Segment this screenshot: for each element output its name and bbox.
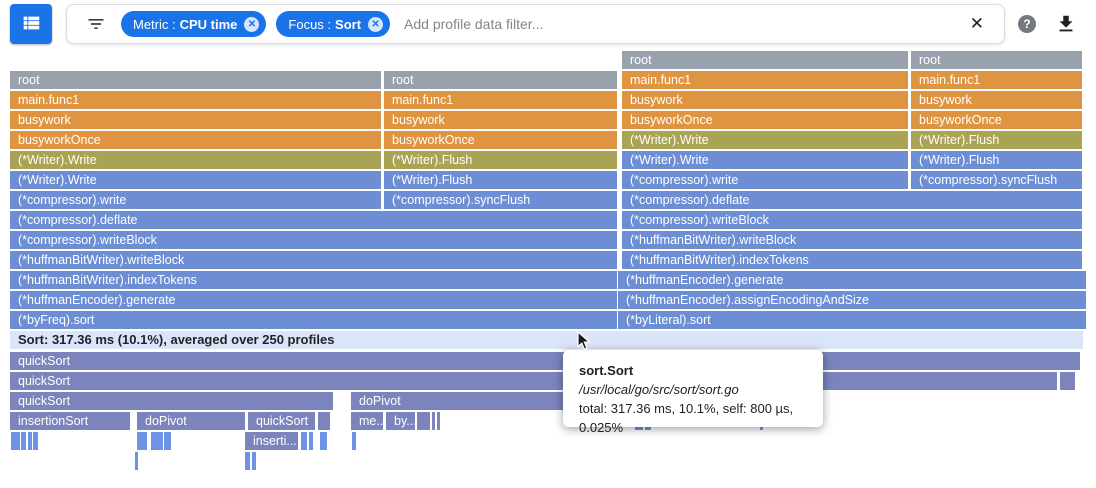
filter-bar[interactable]: Metric :CPU time ✕ Focus :Sort ✕ ✕ — [66, 4, 1005, 44]
flame-frame[interactable]: me... — [351, 412, 383, 430]
flame-frame[interactable]: (*compressor).syncFlush — [384, 191, 617, 209]
flame-frame[interactable]: (*compressor).write — [622, 171, 908, 189]
flame-frame[interactable]: quickSort — [248, 412, 315, 430]
flame-fragment[interactable] — [164, 432, 171, 450]
flame-frame[interactable]: quickSort — [10, 372, 1057, 390]
flame-frame[interactable]: (*Writer).Flush — [911, 131, 1082, 149]
flame-fragment[interactable] — [21, 432, 26, 450]
flame-fragment[interactable] — [437, 412, 440, 430]
flame-frame[interactable]: quickSort — [10, 352, 1080, 370]
flame-fragment[interactable] — [320, 432, 327, 450]
flame-fragment[interactable] — [151, 432, 163, 450]
chip-label: Metric : — [133, 16, 176, 32]
flame-frame[interactable]: (*compressor).writeBlock — [622, 211, 1082, 229]
flame-frame[interactable]: (*huffmanBitWriter).indexTokens — [622, 251, 1082, 269]
flame-frame[interactable]: (*Writer).Flush — [384, 171, 617, 189]
chip-remove-icon[interactable]: ✕ — [368, 16, 384, 32]
flame-frame[interactable]: (*compressor).writeBlock — [10, 231, 617, 249]
flame-frame[interactable]: (*byFreq).sort — [10, 311, 617, 329]
flame-frame[interactable]: (*huffmanBitWriter).writeBlock — [10, 251, 617, 269]
filter-input[interactable] — [402, 15, 964, 33]
flame-frame[interactable]: busyworkOnce — [384, 131, 617, 149]
flame-frame[interactable]: (*Writer).Flush — [384, 151, 617, 169]
view-list-button[interactable] — [10, 4, 52, 44]
flame-frame[interactable]: (*Writer).Flush — [911, 151, 1082, 169]
tooltip-stats: total: 317.36 ms, 10.1%, self: 800 µs, 0… — [579, 401, 794, 435]
filter-chip[interactable]: Metric : CPU time ✕ — [121, 11, 267, 37]
flame-frame[interactable]: doPivot — [137, 412, 245, 430]
flame-fragment[interactable] — [28, 432, 32, 450]
flame-frame[interactable]: (*Writer).Write — [622, 151, 908, 169]
flame-frame[interactable]: busywork — [384, 111, 617, 129]
toolbar: Metric :CPU time ✕ Focus :Sort ✕ ✕ ? — [0, 0, 1096, 48]
flame-fragment[interactable] — [135, 452, 138, 470]
flame-frame[interactable]: (*huffmanEncoder).generate — [10, 291, 617, 309]
flame-fragment[interactable] — [352, 432, 356, 450]
flame-frame[interactable]: (*byLiteral).sort — [618, 311, 1086, 329]
flame-frame[interactable]: main.func1 — [622, 71, 908, 89]
tooltip: sort.Sort /usr/local/go/src/sort/sort.go… — [563, 350, 823, 435]
flame-frame[interactable]: root — [622, 51, 908, 69]
flame-frame[interactable]: (*compressor).deflate — [622, 191, 1082, 209]
clear-filters-icon[interactable]: ✕ — [969, 14, 984, 33]
help-icon[interactable]: ? — [1018, 15, 1036, 33]
flame-frame[interactable]: (*huffmanEncoder).generate — [618, 271, 1086, 289]
flame-fragment[interactable] — [137, 432, 147, 450]
flame-frame[interactable]: busywork — [10, 111, 381, 129]
flame-frame[interactable]: (*compressor).syncFlush — [911, 171, 1082, 189]
flame-frame[interactable]: (*compressor).deflate — [10, 211, 617, 229]
flame-fragment[interactable] — [11, 432, 20, 450]
flame-fragment[interactable] — [252, 452, 256, 470]
flame-frame[interactable]: insertionSort — [10, 412, 130, 430]
flame-fragment[interactable] — [432, 412, 435, 430]
flame-fragment[interactable] — [318, 412, 330, 430]
flame-fragment[interactable] — [33, 432, 38, 450]
flame-fragment[interactable] — [309, 432, 313, 450]
filter-list-icon — [86, 14, 106, 34]
download-icon[interactable] — [1055, 13, 1077, 35]
flame-fragment[interactable] — [301, 432, 307, 450]
flame-fragment[interactable] — [245, 452, 250, 470]
flame-frame[interactable]: root — [911, 51, 1082, 69]
flame-frame[interactable]: main.func1 — [911, 71, 1082, 89]
flame-frame[interactable]: by... — [386, 412, 415, 430]
flame-fragment[interactable] — [417, 412, 430, 430]
tooltip-function-name: sort.Sort — [579, 363, 634, 378]
flame-fragment[interactable] — [1060, 372, 1075, 390]
flame-frame[interactable]: root — [384, 71, 617, 89]
chip-remove-icon[interactable]: ✕ — [244, 16, 260, 32]
filter-chips: Metric : CPU time ✕ Focus : Sort ✕ — [121, 11, 391, 37]
view-list-icon — [20, 12, 42, 37]
tooltip-source-path: /usr/local/go/src/sort/sort.go — [579, 382, 739, 397]
focus-row[interactable]: Sort: 317.36 ms (10.1%), averaged over 2… — [10, 331, 1083, 349]
flame-frame[interactable]: busywork — [622, 91, 908, 109]
flame-frame[interactable]: main.func1 — [10, 91, 381, 109]
flame-frame[interactable]: (*compressor).write — [10, 191, 381, 209]
flame-frame[interactable]: root — [10, 71, 381, 89]
flame-frame[interactable]: (*Writer).Write — [622, 131, 908, 149]
flame-frame[interactable]: (*Writer).Write — [10, 151, 381, 169]
flame-frame[interactable]: (*huffmanBitWriter).indexTokens — [10, 271, 617, 289]
flame-frame[interactable]: (*Writer).Write — [10, 171, 381, 189]
flame-frame[interactable]: busyworkOnce — [10, 131, 381, 149]
filter-chip[interactable]: Focus : Sort ✕ — [276, 11, 391, 37]
chip-value: Sort — [335, 16, 362, 32]
flame-frame[interactable]: quickSort — [10, 392, 333, 410]
flame-frame[interactable]: (*huffmanBitWriter).writeBlock — [622, 231, 1082, 249]
flame-frame[interactable]: busyworkOnce — [911, 111, 1082, 129]
chip-label: Focus : — [288, 16, 332, 32]
flame-frame[interactable]: (*huffmanEncoder).assignEncodingAndSize — [618, 291, 1086, 309]
flame-frame[interactable]: main.func1 — [384, 91, 617, 109]
flame-frame[interactable]: busyworkOnce — [622, 111, 908, 129]
flame-frame[interactable]: busywork — [911, 91, 1082, 109]
flame-frame[interactable]: inserti... — [245, 432, 298, 450]
chip-value: CPU time — [179, 16, 238, 32]
